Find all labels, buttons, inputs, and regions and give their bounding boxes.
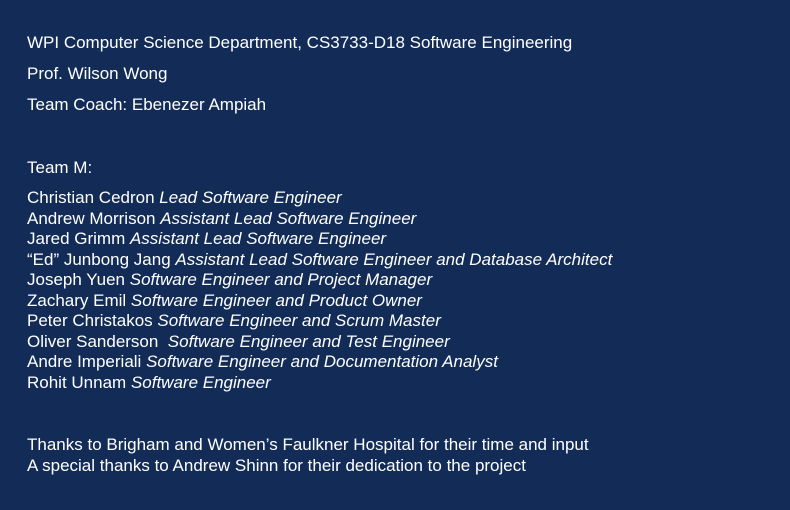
- member-role: Software Engineer and Test Engineer: [167, 331, 450, 351]
- team-name: Team M:: [27, 158, 93, 177]
- member-role: Assistant Lead Software Engineer: [160, 208, 417, 228]
- team-member: Oliver Sanderson Software Engineer and T…: [27, 332, 612, 353]
- team-member: Andre Imperiali Software Engineer and Do…: [27, 352, 612, 373]
- team-member: “Ed” Junbong Jang Assistant Lead Softwar…: [27, 250, 612, 271]
- member-name: Andre Imperiali: [27, 352, 147, 371]
- special-acknowledgement: A special thanks to Andrew Shinn for the…: [27, 456, 526, 475]
- member-role: Software Engineer and Product Owner: [130, 290, 422, 310]
- member-name: Jared Grimm: [27, 229, 130, 248]
- team-member: Rohit Unnam Software Engineer: [27, 373, 612, 394]
- member-role: Assistant Lead Software Engineer and Dat…: [175, 249, 613, 269]
- member-name: “Ed” Junbong Jang: [27, 249, 176, 269]
- member-name: Zachary Emil: [27, 290, 131, 310]
- team-member: Christian Cedron Lead Software Engineer: [27, 188, 612, 209]
- member-name: Peter Christakos: [27, 311, 158, 330]
- member-name: Andrew Morrison: [27, 208, 161, 228]
- member-role: Assistant Lead Software Engineer: [129, 229, 387, 248]
- member-name: Joseph Yuen: [27, 270, 130, 289]
- team-member: Jared Grimm Assistant Lead Software Engi…: [27, 229, 612, 250]
- member-role: Lead Software Engineer: [159, 188, 342, 207]
- team-member: Zachary Emil Software Engineer and Produ…: [27, 291, 612, 312]
- team-member-list: Christian Cedron Lead Software Engineer …: [27, 188, 612, 393]
- course-title: WPI Computer Science Department, CS3733-…: [27, 33, 573, 52]
- professor-name: Prof. Wilson Wong: [27, 64, 168, 83]
- member-role: Software Engineer and Project Manager: [129, 270, 433, 289]
- hospital-acknowledgement: Thanks to Brigham and Women’s Faulkner H…: [27, 435, 589, 454]
- team-member: Joseph Yuen Software Engineer and Projec…: [27, 270, 612, 291]
- team-coach: Team Coach: Ebenezer Ampiah: [27, 95, 267, 114]
- member-role: Software Engineer and Documentation Anal…: [146, 352, 498, 371]
- member-role: Software Engineer: [130, 372, 271, 392]
- member-name: Rohit Unnam: [27, 372, 131, 392]
- member-name: Christian Cedron: [27, 188, 160, 207]
- member-role: Software Engineer and Scrum Master: [157, 311, 441, 330]
- team-member: Peter Christakos Software Engineer and S…: [27, 311, 612, 332]
- team-member: Andrew Morrison Assistant Lead Software …: [27, 209, 612, 230]
- member-name: Oliver Sanderson: [27, 331, 168, 351]
